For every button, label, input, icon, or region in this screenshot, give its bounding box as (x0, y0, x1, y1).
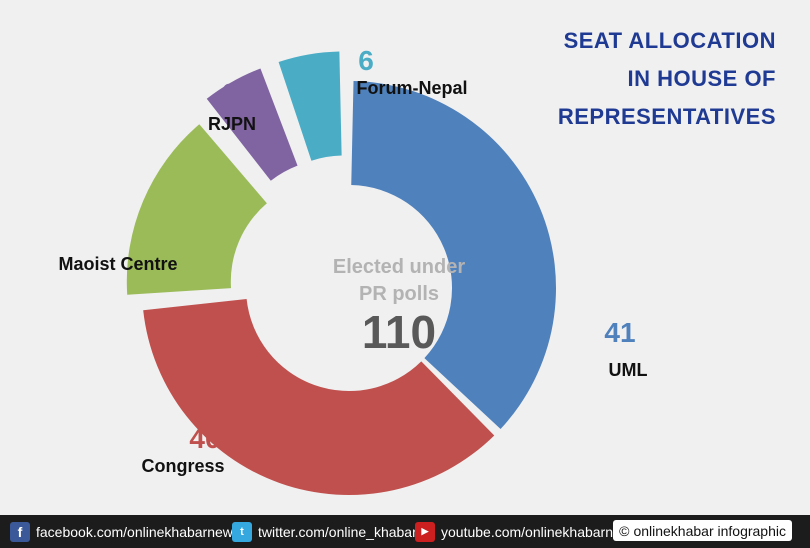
twitter-link[interactable]: t twitter.com/online_khabar (232, 515, 417, 548)
slice-category-label: Forum-Nepal (356, 78, 467, 98)
donut-slice-uml (351, 81, 556, 429)
donut-slice-congress (143, 299, 495, 496)
donut-slice-forum-nepal (278, 51, 342, 161)
facebook-url: facebook.com/onlinekhabarnews/ (36, 523, 244, 540)
title-line: IN HOUSE OF (627, 66, 776, 91)
donut-slice-rjpn (206, 68, 298, 181)
slice-value-label: 17 (144, 218, 175, 249)
youtube-icon: ▶ (415, 521, 435, 542)
donut-slice-maoist-centre (126, 124, 267, 295)
slice-value-label: 6 (358, 45, 374, 76)
slice-value-label: 6 (221, 78, 237, 109)
center-label-line2: PR polls (359, 283, 439, 305)
youtube-link[interactable]: ▶ youtube.com/onlinekhabarnews (415, 515, 638, 548)
credit-text: onlinekhabar infographic (633, 522, 786, 539)
footer-bar: f facebook.com/onlinekhabarnews/ t twitt… (0, 515, 810, 548)
facebook-link[interactable]: f facebook.com/onlinekhabarnews/ (10, 515, 244, 548)
title-line: SEAT ALLOCATION (563, 28, 776, 53)
facebook-icon: f (10, 521, 30, 542)
title-line: REPRESENTATIVES (557, 104, 776, 129)
slice-value-label: 41 (604, 317, 635, 348)
slice-category-label: Maoist Centre (58, 254, 177, 274)
center-total: 110 (362, 306, 436, 358)
twitter-icon: t (232, 521, 252, 542)
center-label-line1: Elected under (333, 256, 465, 278)
slice-category-label: UML (609, 360, 648, 380)
slice-category-label: RJPN (208, 114, 256, 134)
chart-title: SEAT ALLOCATION IN HOUSE OF REPRESENTATI… (476, 22, 776, 136)
credit-badge: © onlinekhabar infographic (613, 520, 792, 541)
youtube-url: youtube.com/onlinekhabarnews (441, 523, 638, 540)
twitter-url: twitter.com/online_khabar (258, 523, 417, 540)
copyright-icon: © (619, 522, 630, 539)
slice-category-label: Congress (141, 456, 224, 476)
slice-value-label: 40 (189, 423, 220, 454)
